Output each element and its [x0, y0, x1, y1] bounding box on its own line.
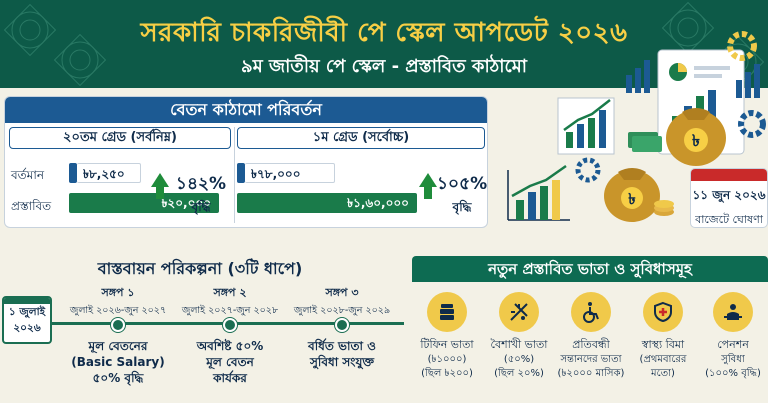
- announcement-label: বাজেটে ঘোষণা: [695, 213, 763, 226]
- allowance-item-disability: প্রতিবন্ধী সন্তানদের ভাতা (৳২০০০ মাসিক): [556, 292, 626, 380]
- increase-arrow-icon: [151, 173, 169, 199]
- budget-announcement-callout: ১১ জুন ২০২৬ বাজেটে ঘোষণা: [690, 168, 768, 228]
- grade-20-current-value: ৳৮,২৫০: [77, 163, 141, 183]
- allowance-detail: সুবিধা: [721, 354, 745, 365]
- phase-marker: [223, 318, 237, 332]
- phase-desc-line: ৫০% বৃদ্ধি: [92, 371, 144, 385]
- phase-marker: [335, 318, 349, 332]
- phase-title: সঙ্গপ ১: [101, 286, 135, 299]
- increase-arrow-icon: [419, 173, 437, 199]
- grade-20-increase-label: বৃদ্ধি: [191, 200, 211, 214]
- grade-20-current-bar: [69, 163, 77, 183]
- allowance-item-festival: বৈশাখী ভাতা (৫০%) (ছিল ২০%): [484, 292, 554, 380]
- grade-20-proposed-bar: ৳২০,০০০: [69, 193, 219, 213]
- tiffin-icon: [427, 292, 467, 332]
- phase-desc-line: বর্ধিত ভাতা ও: [308, 339, 376, 353]
- grade-20-increase: ১৪২% বৃদ্ধি: [171, 171, 231, 219]
- wheelchair-icon: [571, 292, 611, 332]
- grade-1-proposed-bar: ৳১,৬০,০০০: [237, 193, 417, 213]
- allowance-detail: (প্রথমবারের: [639, 354, 687, 365]
- allowance-item-tiffin: টিফিন ভাতা (৳১০০০) (ছিল ৳২০০): [412, 292, 482, 380]
- timeline-phase: সঙ্গপ ২ জুলাই ২০২৭-জুন ২০২৮ অবশিষ্ট ৫০% …: [168, 284, 292, 385]
- timeline-phase: সঙ্গপ ১ জুলাই ২০২৬-জুন ২০২৭ মূল বেতনের (…: [56, 284, 180, 385]
- phase-description: মূল বেতনের (Basic Salary) ৫০% বৃদ্ধি: [56, 338, 180, 386]
- proposed-row-label: প্রস্তাবিত: [11, 199, 52, 213]
- grade-1-current-bar: [237, 163, 245, 183]
- health-insurance-icon: [643, 292, 683, 332]
- phase-marker: [111, 318, 125, 332]
- phase-dates: জুলাই ২০২৮-জুন ২০২৯: [293, 305, 391, 316]
- phase-desc-line: অবশিষ্ট ৫০%: [196, 339, 264, 353]
- phase-desc-line: সুবিধা সংযুক্ত: [309, 355, 375, 369]
- phase-dates: জুলাই ২০২৬-জুন ২০২৭: [69, 305, 167, 316]
- allowance-detail: সন্তানদের ভাতা: [560, 354, 622, 365]
- start-date-calendar-icon: ১ জুলাই ২০২৬: [2, 296, 52, 344]
- phase-desc-line: (Basic Salary): [71, 355, 165, 369]
- allowance-title: প্রতিবন্ধী: [572, 338, 610, 351]
- finance-illustration: ৳ ৳: [507, 31, 766, 222]
- allowance-item-health: স্বাস্থ্য বিমা (প্রথমবারের মতো): [628, 292, 698, 380]
- allowance-detail: মতো): [651, 368, 675, 379]
- allowance-detail: (৳১০০০): [427, 354, 467, 365]
- salary-panel-heading: বেতন কাঠামো পরিবর্তন: [5, 97, 487, 123]
- allowances-panel: নতুন প্রস্তাবিত ভাতা ও সুবিধাসমূহ টিফিন …: [412, 256, 768, 400]
- phase-desc-line: মূল বেতন: [206, 355, 254, 369]
- page-subtitle: ৯ম জাতীয় পে স্কেল - প্রস্তাবিত কাঠামো: [241, 56, 527, 77]
- grade-1-current-value: ৳৭৮,০০০: [245, 163, 335, 183]
- allowance-detail: (৫০%): [503, 354, 535, 365]
- calendar-icon: [691, 169, 767, 181]
- allowance-title: পেনশন: [717, 338, 749, 351]
- allowance-title: স্বাস্থ্য বিমা: [641, 338, 685, 351]
- allowance-item-pension: পেনশন সুবিধা (১০০% বৃদ্ধি): [698, 292, 768, 380]
- allowance-detail: (ছিল ২০%): [494, 368, 544, 379]
- phase-dates: জুলাই ২০২৭-জুন ২০২৮: [181, 305, 279, 316]
- pension-icon: [713, 292, 753, 332]
- timeline-phase: সঙ্গপ ৩ জুলাই ২০২৮-জুন ২০২৯ বর্ধিত ভাতা …: [280, 284, 404, 369]
- allowance-title: টিফিন ভাতা: [420, 338, 474, 351]
- phase-title: সঙ্গপ ৩: [325, 286, 359, 299]
- islamic-pattern-left: [3, 3, 107, 87]
- grade-20-increase-pct: ১৪২%: [175, 174, 227, 194]
- grade-1-increase-label: বৃদ্ধি: [452, 200, 472, 214]
- header-banner: সরকারি চাকরিজীবী পে স্কেল আপডেট ২০২৬ ৯ম …: [0, 0, 768, 88]
- phase-description: বর্ধিত ভাতা ও সুবিধা সংযুক্ত: [280, 338, 404, 370]
- salary-structure-panel: বেতন কাঠামো পরিবর্তন ২০তম গ্রেড (সর্বনিম…: [4, 96, 488, 228]
- svg-text:৳: ৳: [692, 131, 700, 150]
- svg-text:৳: ৳: [628, 190, 636, 208]
- allowance-detail: (৳২০০০ মাসিক): [557, 368, 625, 379]
- phase-desc-line: মূল বেতনের: [88, 339, 148, 353]
- announcement-date: ১১ জুন ২০২৬: [692, 188, 766, 202]
- allowance-detail: (১০০% বৃদ্ধি): [705, 368, 761, 379]
- start-date-line1: ১ জুলাই: [8, 306, 46, 318]
- timeline-title: বাস্তবায়ন পরিকল্পনা (৩টি ধাপে): [97, 259, 303, 278]
- allowances-heading: নতুন প্রস্তাবিত ভাতা ও সুবিধাসমূহ: [412, 256, 768, 282]
- phase-description: অবশিষ্ট ৫০% মূল বেতন কার্যকর: [168, 338, 292, 386]
- phase-title: সঙ্গপ ২: [213, 286, 247, 299]
- grade-20-header: ২০তম গ্রেড (সর্বনিম্ন): [9, 127, 231, 149]
- grade-1-increase: ১০৫% বৃদ্ধি: [437, 171, 487, 219]
- page-title: সরকারি চাকরিজীবী পে স্কেল আপডেট ২০২৬: [140, 18, 628, 48]
- phase-desc-line: কার্যকর: [213, 371, 247, 385]
- festival-icon: [499, 292, 539, 332]
- allowance-title: বৈশাখী ভাতা: [490, 338, 548, 351]
- start-date-line2: ২০২৬: [13, 322, 41, 334]
- allowance-detail: (ছিল ৳২০০): [421, 368, 473, 379]
- grade-1-header: ১ম গ্রেড (সর্বোচ্চ): [237, 127, 485, 149]
- current-row-label: বর্তমান: [11, 168, 44, 182]
- grade-1-increase-pct: ১০৫%: [437, 174, 488, 194]
- grade-divider: [234, 127, 235, 223]
